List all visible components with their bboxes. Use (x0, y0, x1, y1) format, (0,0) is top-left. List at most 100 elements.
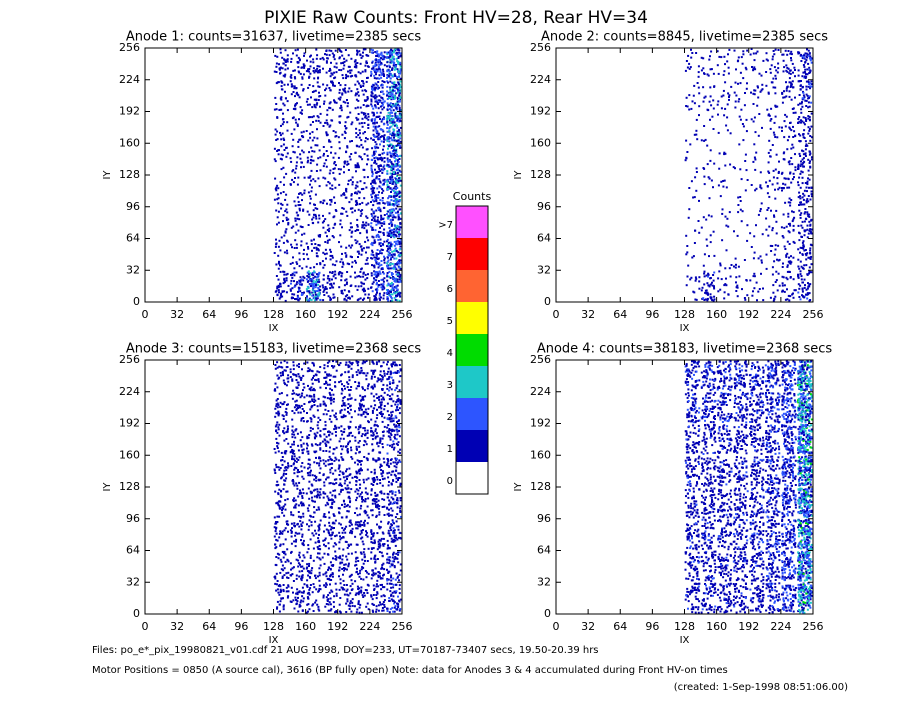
count-dot (394, 97, 396, 100)
count-dot (374, 82, 377, 85)
count-dot (805, 88, 808, 91)
count-dot (379, 298, 381, 301)
count-dot (399, 222, 402, 224)
count-dot (382, 169, 385, 172)
count-dot (278, 610, 281, 613)
count-dot (808, 153, 811, 156)
count-dot (375, 175, 378, 178)
count-dot (691, 52, 694, 54)
count-dot (389, 111, 392, 114)
count-dot (398, 87, 400, 90)
count-dot (806, 224, 809, 227)
count-dot (770, 64, 773, 67)
count-dot (397, 55, 400, 58)
count-dot (807, 169, 810, 172)
count-dot (319, 263, 322, 266)
count-dot (293, 267, 296, 270)
count-dot (358, 243, 361, 246)
count-dot (729, 132, 732, 135)
count-dot (291, 567, 294, 570)
count-dot (355, 164, 358, 167)
count-dot (316, 54, 319, 57)
count-dot (325, 257, 327, 260)
count-dot (716, 64, 719, 67)
count-dot (372, 111, 375, 114)
count-dot (327, 598, 330, 601)
count-dot (389, 285, 392, 288)
count-dot (372, 114, 375, 117)
count-dot (280, 236, 283, 239)
count-dot (373, 297, 376, 300)
count-dot (330, 537, 333, 540)
count-dot (315, 284, 317, 287)
count-dot (343, 563, 346, 566)
count-dot (391, 175, 394, 178)
count-dot (766, 209, 769, 211)
count-dot (397, 181, 400, 184)
count-dot (810, 195, 813, 198)
count-dot (789, 204, 792, 207)
count-dot (296, 156, 299, 159)
count-dot (378, 551, 381, 553)
count-dot (373, 200, 376, 203)
count-dot (772, 169, 775, 172)
count-dot (328, 212, 331, 215)
count-dot (399, 134, 402, 137)
count-dot (396, 153, 398, 156)
count-dot (725, 124, 728, 127)
count-dot (797, 166, 800, 169)
count-dot (396, 271, 399, 274)
colorbar-swatch (456, 430, 488, 462)
count-dot (386, 266, 389, 268)
count-dot (327, 594, 330, 597)
count-dot (755, 52, 758, 55)
count-dot (318, 292, 321, 295)
count-dot (797, 74, 800, 77)
count-dot (341, 554, 344, 557)
count-dot (372, 49, 374, 52)
count-dot (741, 210, 744, 213)
count-dot (388, 92, 391, 95)
count-dot (344, 87, 346, 90)
count-dot (380, 62, 383, 64)
count-dot (809, 87, 811, 90)
count-dot (295, 602, 298, 605)
count-dot (717, 131, 720, 134)
count-dot (392, 190, 395, 192)
count-dot (295, 558, 298, 561)
count-dot (316, 295, 319, 298)
count-dot (279, 264, 282, 267)
count-dot (753, 143, 756, 146)
count-dot (317, 116, 320, 119)
count-dot (285, 208, 288, 211)
count-dot (394, 116, 397, 119)
count-dot (388, 97, 391, 100)
count-dot (383, 164, 386, 167)
count-dot (377, 165, 380, 167)
count-dot (342, 579, 345, 582)
x-tick-label: 224 (359, 308, 380, 321)
count-dot (378, 77, 381, 80)
count-dot (372, 610, 375, 613)
count-dot (393, 606, 396, 609)
count-dot (378, 262, 381, 265)
count-dot (337, 97, 340, 100)
count-dot (371, 175, 374, 178)
count-dot (802, 161, 805, 164)
count-dot (335, 260, 338, 263)
count-dot (284, 230, 287, 233)
count-dot (364, 140, 367, 143)
count-dot (295, 121, 298, 124)
count-dot (759, 255, 762, 258)
count-dot (361, 536, 364, 539)
count-dot (720, 107, 723, 110)
count-dot (728, 211, 731, 214)
count-dot (790, 157, 793, 159)
count-dot (331, 575, 334, 578)
count-dot (307, 247, 310, 250)
count-dot (338, 569, 341, 572)
count-dot (370, 70, 373, 73)
count-dot (298, 570, 301, 573)
count-dot (335, 610, 338, 613)
count-dot (744, 66, 747, 69)
